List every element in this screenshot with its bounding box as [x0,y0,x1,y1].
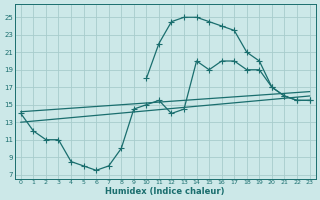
X-axis label: Humidex (Indice chaleur): Humidex (Indice chaleur) [106,187,225,196]
